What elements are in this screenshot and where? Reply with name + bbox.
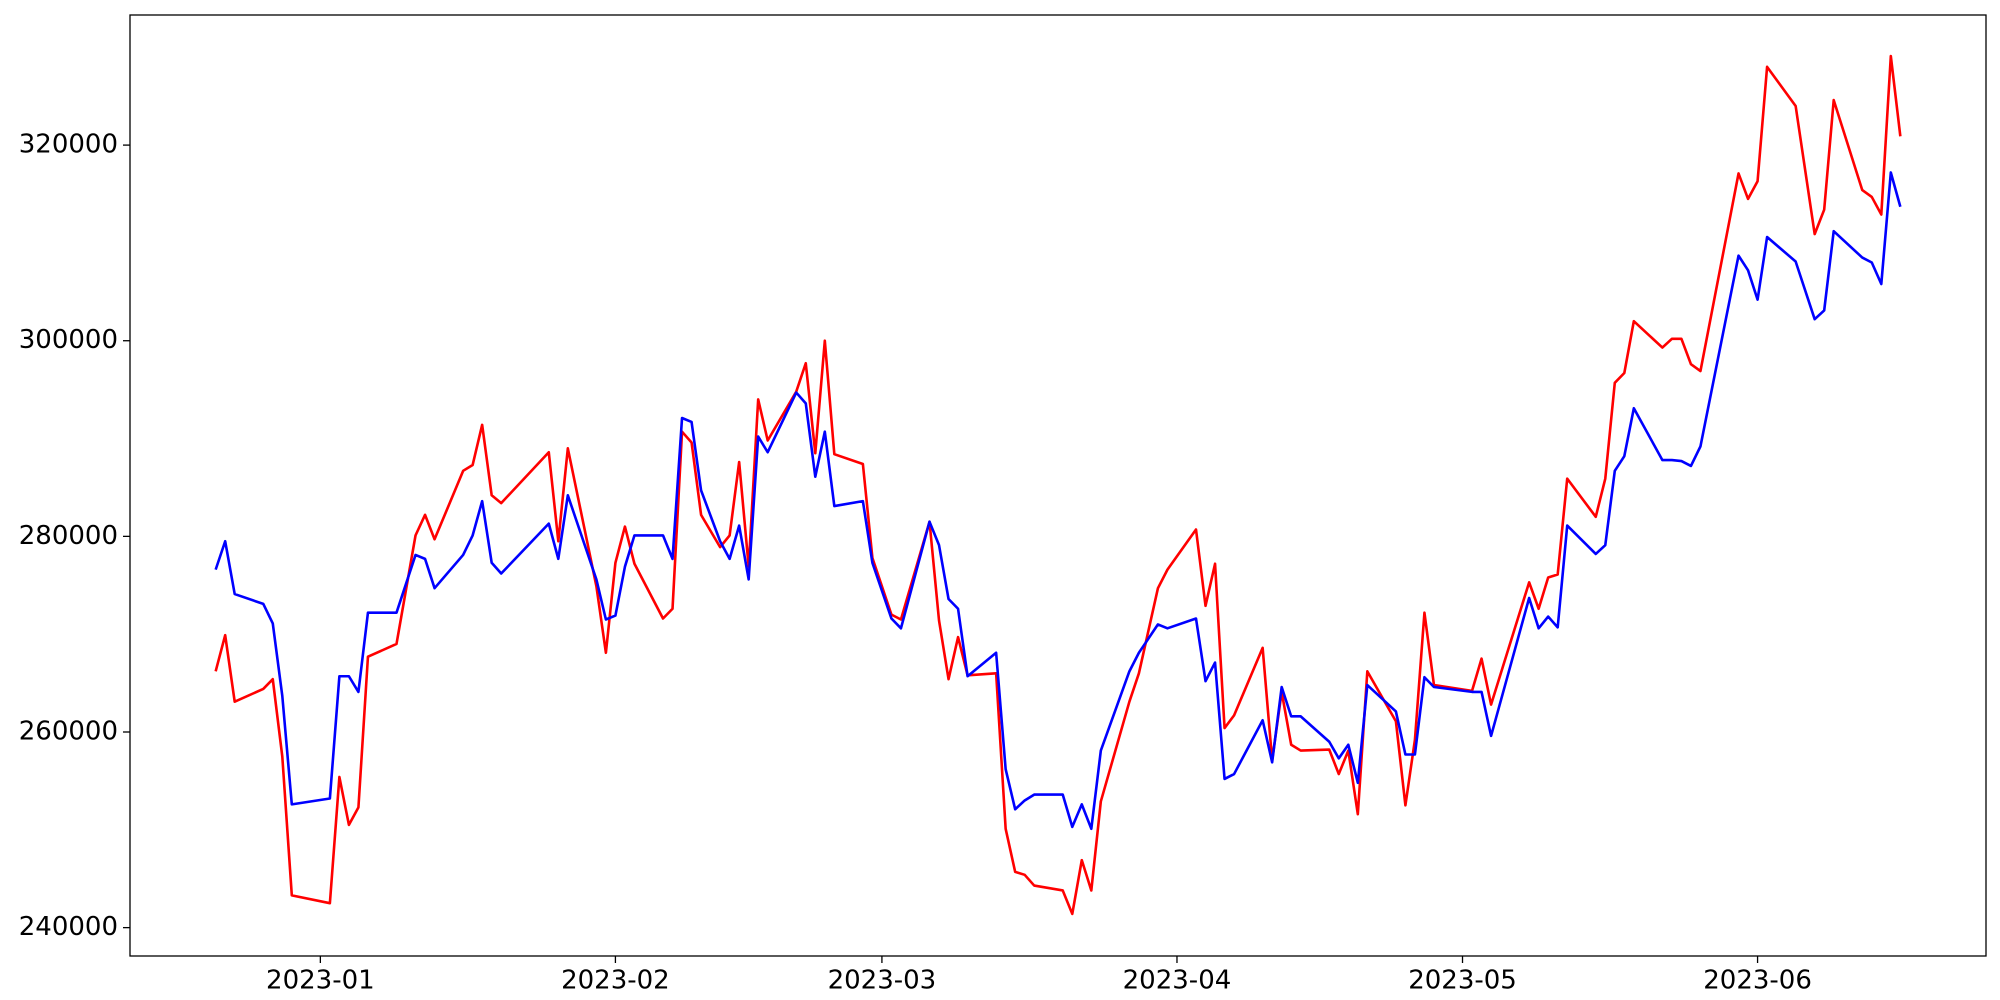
x-tick-label: 2023-04 bbox=[1123, 966, 1232, 996]
y-tick-label: 240000 bbox=[19, 912, 118, 942]
y-tick-label: 300000 bbox=[19, 325, 118, 355]
x-tick-label: 2023-03 bbox=[828, 966, 937, 996]
x-tick-label: 2023-02 bbox=[561, 966, 670, 996]
series-line bbox=[214, 171, 1902, 831]
x-tick-label: 2023-06 bbox=[1703, 966, 1812, 996]
x-tick-label: 2023-05 bbox=[1408, 966, 1517, 996]
x-tick-label: 2023-01 bbox=[266, 966, 375, 996]
plot-frame bbox=[129, 14, 1987, 957]
y-tick-label: 260000 bbox=[19, 716, 118, 746]
series-line bbox=[214, 54, 1902, 916]
y-tick-label: 320000 bbox=[19, 130, 118, 160]
y-tick-label: 280000 bbox=[19, 521, 118, 551]
